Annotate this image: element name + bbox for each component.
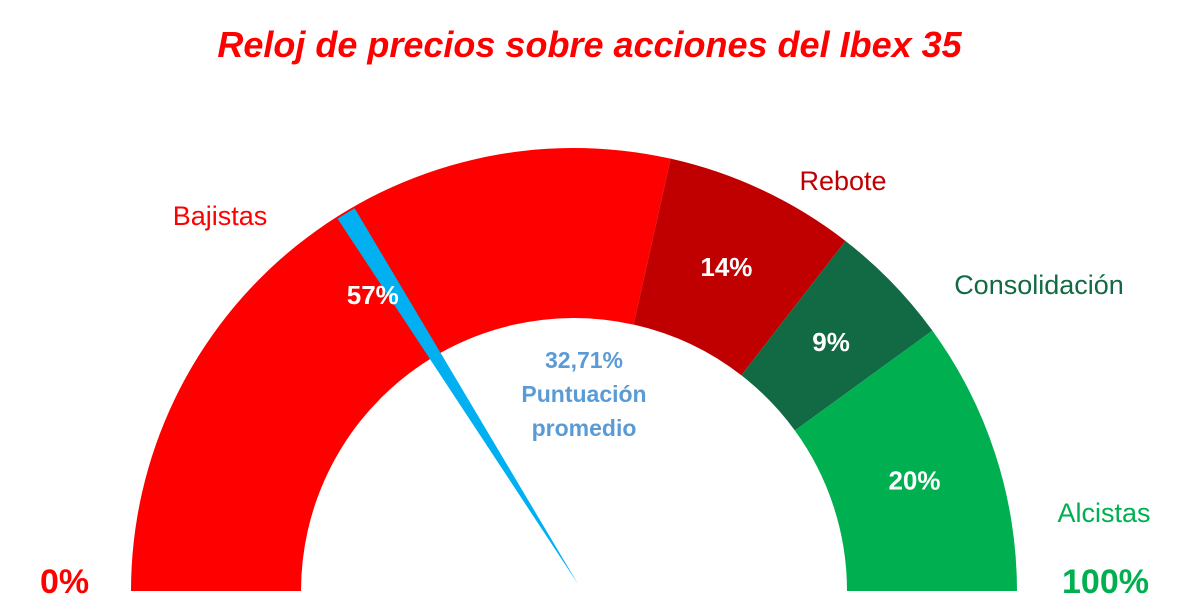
max-label: 100%	[1062, 563, 1149, 601]
segment-value-label-consolidacion: 9%	[812, 327, 850, 357]
segment-name-label-alcistas: Alcistas	[1057, 498, 1150, 528]
chart-title: Reloj de precios sobre acciones del Ibex…	[217, 24, 962, 65]
needle-value-label: 32,71%	[545, 347, 623, 373]
segment-value-label-alcistas: 20%	[888, 465, 940, 495]
segment-name-label-bajistas: Bajistas	[173, 201, 268, 231]
gauge-needle	[337, 208, 578, 584]
needle-caption-line2: promedio	[532, 415, 637, 441]
segment-name-label-consolidacion: Consolidación	[954, 270, 1124, 300]
gauge-segment-alcistas	[794, 330, 1017, 591]
gauge-segment-rebote	[633, 158, 846, 376]
segment-value-label-rebote: 14%	[700, 252, 752, 282]
needle-caption-line1: Puntuación	[521, 381, 646, 407]
min-label: 0%	[40, 563, 90, 601]
segment-value-label-bajistas: 57%	[347, 280, 399, 310]
gauge-segment-consolidacion	[741, 240, 933, 431]
gauge-segment-bajistas	[131, 147, 671, 591]
segment-name-label-rebote: Rebote	[799, 166, 886, 196]
